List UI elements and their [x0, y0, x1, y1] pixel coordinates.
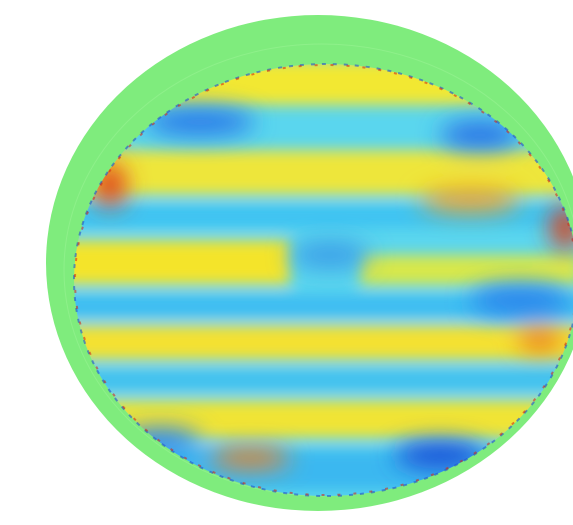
- band: [74, 150, 573, 195]
- band: [74, 370, 573, 390]
- band: [74, 240, 290, 285]
- blob: [420, 188, 520, 212]
- band: [74, 325, 573, 360]
- edge-speckle: [73, 63, 573, 497]
- band: [360, 255, 573, 285]
- blob: [290, 241, 370, 269]
- band: [74, 295, 573, 317]
- blob: [470, 284, 570, 316]
- ring-guide: [63, 43, 573, 497]
- blob: [210, 448, 290, 468]
- blob: [440, 121, 520, 149]
- blob: [145, 108, 255, 136]
- blob: [518, 330, 562, 350]
